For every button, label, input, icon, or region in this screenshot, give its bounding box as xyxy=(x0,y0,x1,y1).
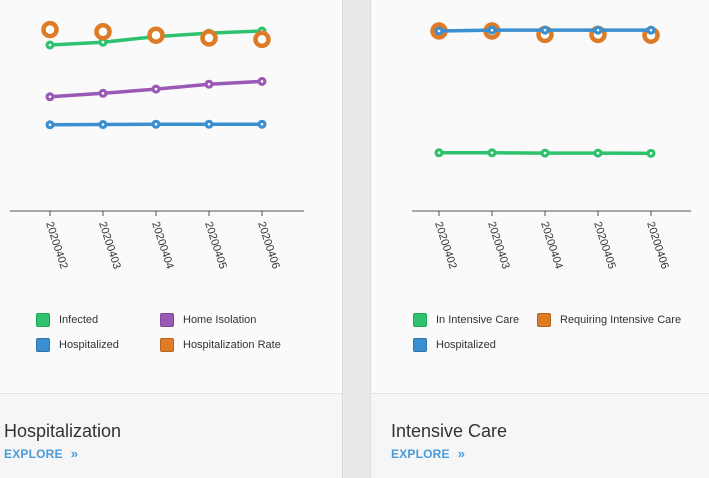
x-tick-label: 20200404 xyxy=(149,220,176,270)
data-point-center xyxy=(596,28,600,32)
data-point-center xyxy=(207,122,211,126)
legend-swatch xyxy=(413,313,427,327)
data-point-center xyxy=(207,82,211,86)
legend-swatch xyxy=(36,313,50,327)
intensive-care-card: 20200402 20200403 20200404 20200405 20200406… xyxy=(370,0,709,478)
legend-swatch xyxy=(36,338,50,352)
x-tick-label: 20200402 xyxy=(432,220,459,270)
explore-label: EXPLORE xyxy=(4,447,63,461)
legend-item-hospitalized[interactable]: Hospitalized xyxy=(413,338,496,352)
data-point-center xyxy=(490,151,494,155)
legend-label: Hospitalization Rate xyxy=(183,339,281,351)
hospitalization-chart: 20200402 20200403 20200404 20200405 20200406 xyxy=(10,20,304,270)
card-footer: Intensive Care EXPLORE » xyxy=(371,393,709,478)
data-point-ring xyxy=(147,26,165,44)
data-point-center xyxy=(101,92,105,95)
explore-link[interactable]: EXPLORE » xyxy=(391,446,465,461)
data-point-center xyxy=(490,28,494,32)
legend-item-hospitalized[interactable]: Hospitalized xyxy=(36,338,119,352)
legend-swatch xyxy=(160,338,174,352)
legend-swatch xyxy=(537,313,551,327)
data-point-center xyxy=(48,43,52,47)
x-tick-label: 20200402 xyxy=(43,220,70,270)
data-point-center xyxy=(48,123,52,127)
x-tick-label: 20200406 xyxy=(255,220,282,270)
legend-item-home-isolation[interactable]: Home Isolation xyxy=(160,313,256,327)
legend-swatch xyxy=(160,313,174,327)
explore-label: EXPLORE xyxy=(391,447,450,461)
data-point-ring xyxy=(41,20,59,39)
data-point-center xyxy=(260,80,264,83)
data-point-center xyxy=(649,152,653,155)
explore-link[interactable]: EXPLORE » xyxy=(4,446,78,461)
data-point-center xyxy=(543,151,547,155)
legend-label: Infected xyxy=(59,314,99,326)
double-chevron-right-icon: » xyxy=(457,446,466,461)
x-tick-label: 20200403 xyxy=(485,220,512,270)
legend-label: Home Isolation xyxy=(183,314,257,326)
legend-item-in-intensive-care[interactable]: In Intensive Care xyxy=(413,313,519,327)
data-point-center xyxy=(101,40,105,44)
x-tick-label: 20200404 xyxy=(538,220,565,270)
card-title: Intensive Care xyxy=(391,421,508,441)
x-tick-label: 20200406 xyxy=(644,220,671,270)
data-point-center xyxy=(596,151,600,155)
x-tick-label: 20200405 xyxy=(591,220,618,270)
data-point-center xyxy=(154,122,158,126)
data-point-center xyxy=(48,95,52,99)
data-point-center xyxy=(101,123,105,126)
legend-label: In Intensive Care xyxy=(436,314,520,326)
data-point-center xyxy=(543,28,547,32)
data-point-ring xyxy=(200,29,218,47)
data-point-center xyxy=(649,28,653,32)
legend-label: Requiring Intensive Care xyxy=(560,314,682,326)
intensive-care-chart: 20200402 20200403 20200404 20200405 20200406 xyxy=(412,22,691,270)
x-tick-label: 20200405 xyxy=(202,220,229,270)
legend-item-infected[interactable]: Infected xyxy=(36,313,98,327)
legend-item-requiring-intensive-care[interactable]: Requiring Intensive Care xyxy=(537,313,681,327)
card-footer: Hospitalization EXPLORE » xyxy=(0,393,342,478)
data-point-center xyxy=(260,122,264,126)
legend-label: Hospitalized xyxy=(59,339,119,351)
data-point-center xyxy=(437,151,441,155)
x-tick-label: 20200403 xyxy=(96,220,123,270)
legend-item-hospitalization-rate[interactable]: Hospitalization Rate xyxy=(160,338,281,352)
double-chevron-right-icon: » xyxy=(70,446,79,461)
legend-label: Hospitalized xyxy=(436,339,496,351)
data-point-ring xyxy=(253,30,271,49)
hospitalization-card: 20200402 20200403 20200404 20200405 20200406… xyxy=(0,0,343,478)
data-point-center xyxy=(437,29,441,33)
data-point-ring xyxy=(94,22,112,41)
data-point-center xyxy=(154,87,158,91)
card-title: Hospitalization xyxy=(4,421,122,441)
legend-swatch xyxy=(413,338,427,352)
